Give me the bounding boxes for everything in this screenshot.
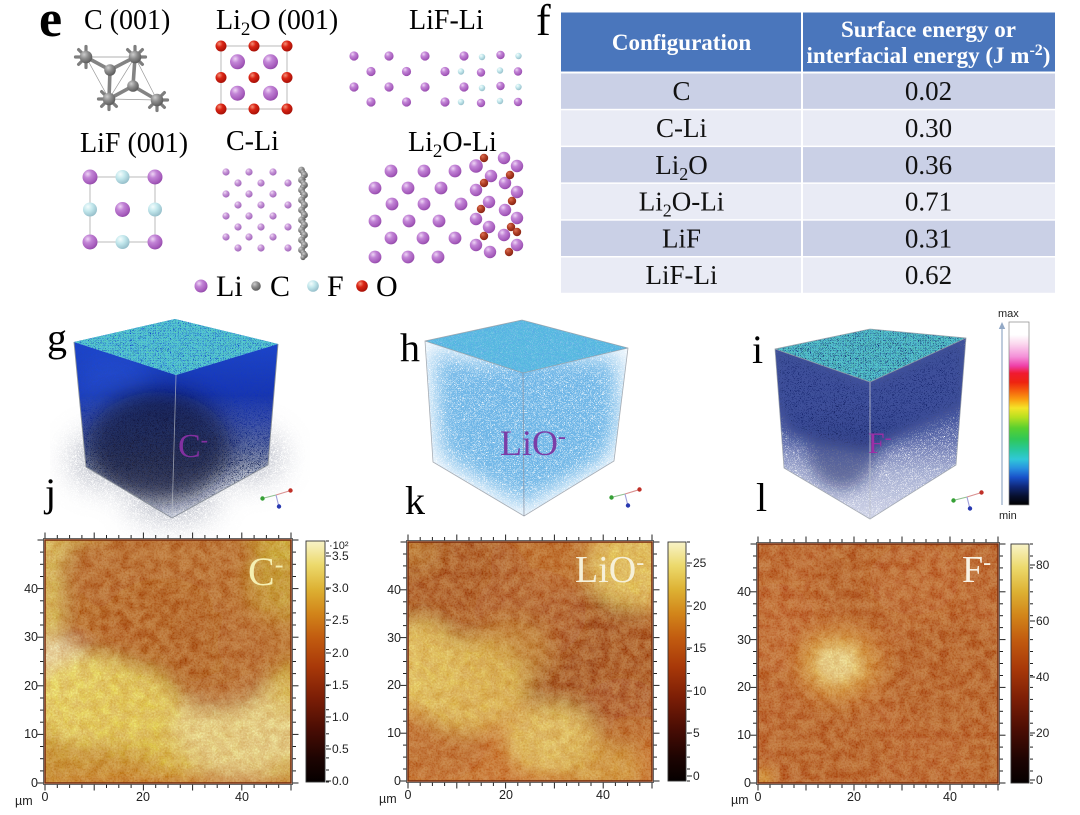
svg-text:min: min [999,510,1017,522]
svg-text:30: 30 [737,633,751,647]
svg-text:LiO-: LiO- [500,423,566,463]
svg-text:0.5: 0.5 [332,742,349,756]
svg-text:0: 0 [755,790,762,804]
svg-text:C: C [270,270,290,303]
svg-text:20: 20 [499,788,513,802]
svg-text:C: C [672,76,690,106]
svg-text:5: 5 [693,726,700,740]
svg-text:LiF (001): LiF (001) [80,128,188,159]
svg-text:µm: µm [379,792,397,806]
svg-text:1.5: 1.5 [332,678,349,692]
svg-text:30: 30 [24,630,38,644]
svg-text:l: l [756,475,767,520]
svg-text:0.02: 0.02 [905,76,952,106]
svg-text:60: 60 [1036,614,1050,628]
svg-text:10: 10 [24,727,38,741]
svg-text:g: g [47,315,67,360]
svg-text:40: 40 [235,790,249,804]
svg-text:0: 0 [1036,773,1043,787]
svg-text:LiO-: LiO- [575,549,644,591]
svg-text:30: 30 [387,631,401,645]
svg-text:20: 20 [693,599,707,613]
svg-text:20: 20 [387,678,401,692]
svg-text:40: 40 [387,583,401,597]
svg-text:15: 15 [693,641,707,655]
svg-text:20: 20 [136,790,150,804]
svg-text:20: 20 [1036,726,1050,740]
svg-text:20: 20 [24,679,38,693]
svg-text:10: 10 [387,726,401,740]
svg-text:0.30: 0.30 [905,113,952,143]
svg-text:C-Li: C-Li [656,113,707,143]
svg-text:Configuration: Configuration [612,30,752,55]
svg-text:·10²: ·10² [329,540,349,552]
svg-text:0: 0 [42,790,49,804]
svg-text:e: e [39,0,62,48]
svg-text:0.31: 0.31 [905,223,952,253]
svg-text:0: 0 [394,774,401,788]
svg-text:h: h [400,325,420,370]
svg-text:LiF-Li: LiF-Li [646,260,718,290]
svg-text:k: k [405,478,425,523]
svg-text:j: j [43,470,56,515]
svg-text:40: 40 [737,585,751,599]
svg-text:40: 40 [943,790,957,804]
svg-text:0.36: 0.36 [905,150,952,180]
svg-text:10: 10 [737,728,751,742]
svg-text:µm: µm [731,793,749,807]
svg-text:20: 20 [737,680,751,694]
svg-text:Li2O-Li: Li2O-Li [408,127,497,162]
svg-text:25: 25 [693,556,707,570]
svg-text:0: 0 [744,776,751,790]
svg-text:40: 40 [1036,670,1050,684]
svg-text:0.62: 0.62 [905,260,952,290]
svg-text:Surface energy or: Surface energy or [841,17,1016,42]
svg-text:2.0: 2.0 [332,646,349,660]
svg-text:Li2O-Li: Li2O-Li [639,187,724,221]
svg-text:3.0: 3.0 [332,581,349,595]
svg-text:F: F [327,270,344,303]
svg-text:0: 0 [693,769,700,783]
svg-text:O: O [376,270,398,303]
svg-text:20: 20 [847,790,861,804]
svg-text:80: 80 [1036,558,1050,572]
svg-text:10: 10 [693,684,707,698]
svg-text:Li2O (001): Li2O (001) [216,5,338,40]
svg-text:0: 0 [31,776,38,790]
svg-text:40: 40 [596,788,610,802]
svg-text:C-Li: C-Li [226,126,279,157]
svg-text:LiF-Li: LiF-Li [409,5,484,36]
svg-text:2.5: 2.5 [332,613,349,627]
svg-text:1.0: 1.0 [332,710,349,724]
svg-text:40: 40 [24,582,38,596]
svg-text:LiF: LiF [662,223,701,253]
svg-text:i: i [752,327,763,372]
svg-text:0.71: 0.71 [905,187,952,217]
svg-text:Li: Li [216,270,243,303]
svg-text:C (001): C (001) [84,5,170,36]
svg-text:interfacial energy (J m-2): interfacial energy (J m-2) [807,42,1051,68]
svg-text:Li2O: Li2O [655,150,708,184]
svg-text:0.0: 0.0 [332,774,349,788]
svg-text:max: max [998,308,1019,320]
svg-text:3.5: 3.5 [332,549,349,563]
svg-text:µm: µm [15,794,33,808]
svg-text:f: f [536,0,551,45]
svg-text:0: 0 [405,788,412,802]
